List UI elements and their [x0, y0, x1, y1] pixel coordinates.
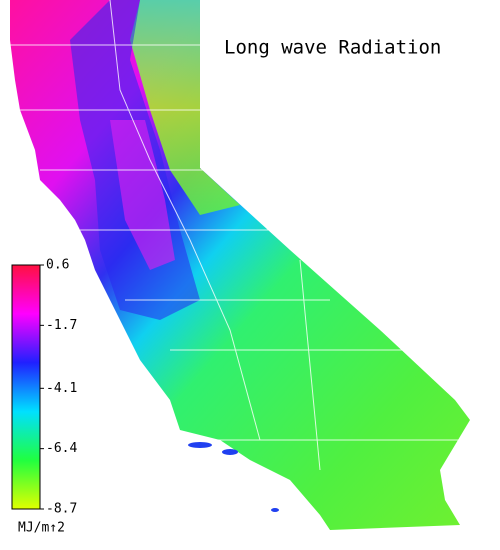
- valley-band: [110, 120, 175, 270]
- colorbar-tick-label: 0.6: [46, 258, 69, 273]
- map-title: Long wave Radiation: [224, 37, 441, 59]
- colorbar: 0.6 -1.7 -4.1 -6.4 -8.7: [11, 258, 77, 517]
- county-lines: [10, 0, 460, 471]
- colorbar-scale: [11, 264, 41, 510]
- colorbar-tick-label: -8.7: [46, 502, 77, 517]
- colorbar-tick-label: -6.4: [46, 441, 77, 456]
- eastern-region: [130, 0, 240, 215]
- colorbar-tick-label: -1.7: [46, 318, 77, 333]
- california-map: [10, 0, 470, 530]
- colorbar-tick-label: -4.1: [46, 381, 77, 396]
- islands: [188, 442, 279, 512]
- colorbar-unit: MJ/m↑2: [18, 521, 65, 536]
